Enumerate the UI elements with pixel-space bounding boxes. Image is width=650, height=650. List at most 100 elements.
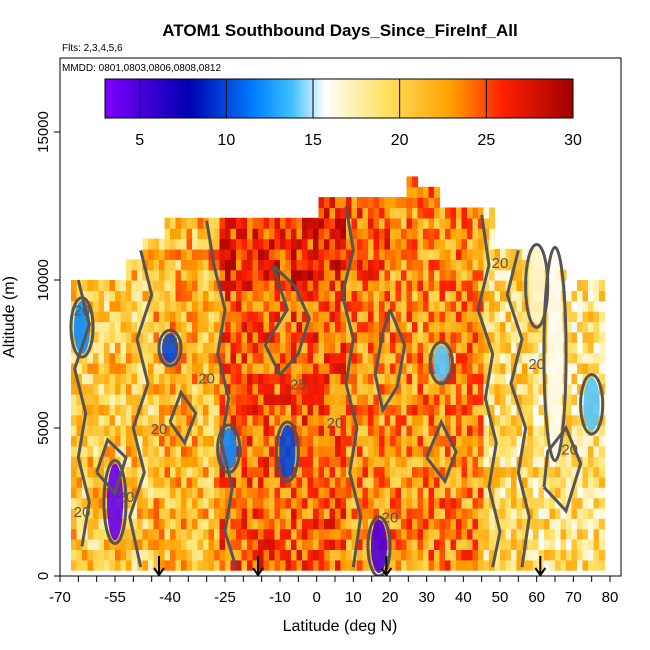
heatmap-cell bbox=[197, 528, 204, 540]
heatmap-cell bbox=[115, 280, 122, 291]
heatmap-cell bbox=[274, 404, 281, 416]
heatmap-cell bbox=[401, 300, 408, 312]
heatmap-cell bbox=[533, 518, 540, 530]
heatmap-cell bbox=[263, 352, 270, 364]
heatmap-cell bbox=[170, 559, 177, 571]
heatmap-cell bbox=[423, 217, 430, 229]
heatmap-cell bbox=[588, 435, 595, 447]
heatmap-cell bbox=[472, 383, 479, 395]
heatmap-cell bbox=[186, 466, 193, 478]
heatmap-cell bbox=[406, 186, 413, 198]
heatmap-cell bbox=[76, 394, 83, 405]
heatmap-cell bbox=[131, 435, 138, 447]
heatmap-cell bbox=[263, 290, 270, 302]
heatmap-cell bbox=[258, 456, 265, 468]
heatmap-cell bbox=[566, 300, 573, 312]
heatmap-cell bbox=[181, 352, 188, 364]
heatmap-cell bbox=[538, 414, 545, 426]
heatmap-cell bbox=[329, 217, 336, 229]
heatmap-cell bbox=[406, 331, 413, 343]
heatmap-cell bbox=[258, 248, 265, 260]
heatmap-cell bbox=[148, 528, 155, 540]
heatmap-cell bbox=[307, 528, 314, 540]
heatmap-cell bbox=[577, 549, 584, 561]
heatmap-cell bbox=[478, 559, 485, 571]
heatmap-cell bbox=[346, 539, 353, 550]
y-tick-label: 0 bbox=[35, 572, 52, 580]
heatmap-cell bbox=[115, 362, 122, 374]
heatmap-cell bbox=[549, 466, 556, 478]
heatmap-cell bbox=[406, 456, 413, 468]
heatmap-cell bbox=[335, 528, 342, 540]
heatmap-cell bbox=[269, 280, 276, 291]
heatmap-cell bbox=[324, 331, 331, 343]
heatmap-cell bbox=[456, 539, 463, 550]
heatmap-cell bbox=[236, 321, 243, 333]
heatmap-cell bbox=[445, 549, 452, 561]
heatmap-cell bbox=[555, 476, 562, 488]
heatmap-cell bbox=[225, 497, 232, 509]
heatmap-cell bbox=[329, 539, 336, 550]
heatmap-cell bbox=[225, 290, 232, 302]
heatmap-cell bbox=[186, 414, 193, 426]
heatmap-cell bbox=[280, 217, 287, 229]
heatmap-cell bbox=[329, 487, 336, 499]
heatmap-cell bbox=[302, 435, 309, 447]
heatmap-cell bbox=[241, 425, 248, 436]
heatmap-cell bbox=[417, 248, 424, 260]
heatmap-cell bbox=[203, 228, 210, 240]
heatmap-cell bbox=[247, 362, 254, 374]
heatmap-cell bbox=[192, 518, 199, 530]
heatmap-cell bbox=[368, 362, 375, 374]
heatmap-cell bbox=[582, 435, 589, 447]
heatmap-cell bbox=[483, 539, 490, 550]
heatmap-cell bbox=[445, 300, 452, 312]
heatmap-cell bbox=[148, 425, 155, 436]
heatmap-cell bbox=[302, 549, 309, 561]
dates-note: MMDD: 0801,0803,0806,0808,0812 bbox=[62, 63, 221, 74]
heatmap-cell bbox=[489, 331, 496, 343]
heatmap-cell bbox=[313, 507, 320, 519]
heatmap-cell bbox=[269, 425, 276, 436]
heatmap-cell bbox=[379, 507, 386, 519]
heatmap-cell bbox=[467, 207, 474, 219]
heatmap-cell bbox=[236, 311, 243, 323]
heatmap-cell bbox=[445, 259, 452, 271]
heatmap-cell bbox=[307, 290, 314, 302]
heatmap-cell bbox=[522, 331, 529, 343]
heatmap-cell bbox=[126, 466, 133, 478]
heatmap-cell bbox=[571, 280, 578, 291]
heatmap-cell bbox=[181, 228, 188, 240]
heatmap-cell bbox=[313, 280, 320, 291]
heatmap-cell bbox=[159, 248, 166, 260]
heatmap-cell bbox=[593, 435, 600, 447]
heatmap-cell bbox=[566, 373, 573, 385]
heatmap-cell bbox=[434, 435, 441, 447]
heatmap-cell bbox=[324, 394, 331, 405]
contour-line bbox=[95, 437, 128, 497]
heatmap-cell bbox=[456, 445, 463, 457]
heatmap-cell bbox=[505, 487, 512, 499]
heatmap-cell bbox=[175, 539, 182, 550]
heatmap-cell bbox=[456, 311, 463, 323]
heatmap-cell bbox=[406, 373, 413, 385]
heatmap-cell bbox=[126, 290, 133, 302]
heatmap-cell bbox=[307, 445, 314, 457]
heatmap-cell bbox=[599, 290, 606, 302]
heatmap-cell bbox=[434, 383, 441, 395]
heatmap-cell bbox=[445, 321, 452, 333]
heatmap-cell bbox=[175, 559, 182, 571]
heatmap-cell bbox=[478, 228, 485, 240]
heatmap-cell bbox=[395, 476, 402, 488]
heatmap-cell bbox=[401, 394, 408, 405]
heatmap-cell bbox=[159, 539, 166, 550]
heatmap-cell bbox=[373, 197, 380, 209]
heatmap-cell bbox=[142, 539, 149, 550]
heatmap-cell bbox=[203, 394, 210, 405]
x-tick-label: 80 bbox=[602, 589, 619, 606]
heatmap-cell bbox=[450, 321, 457, 333]
heatmap-cell bbox=[511, 404, 518, 416]
heatmap-cell bbox=[247, 321, 254, 333]
low-value-pocket bbox=[546, 250, 564, 458]
heatmap-cell bbox=[489, 528, 496, 540]
